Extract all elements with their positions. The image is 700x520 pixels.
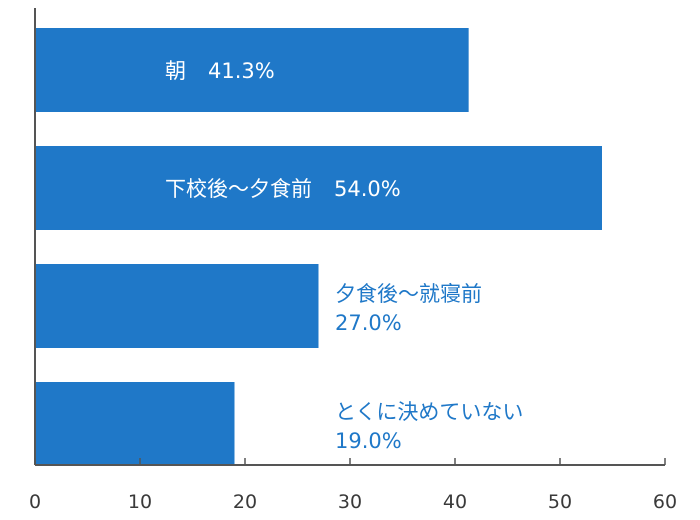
bar-labels-group: 朝 41.3% 下校後～夕食前 54.0% 夕食後～就寝前 27.0% とくに決めていない 1…: [165, 59, 523, 453]
bar-label-0: 朝 41.3%: [165, 59, 275, 83]
bar-label-1: 下校後～夕食前 54.0%: [165, 177, 401, 201]
bar-category-label-1: 下校後～夕食前: [165, 177, 312, 201]
bar-2: [35, 264, 319, 348]
bar-value-label-2: 27.0%: [335, 311, 402, 335]
x-tick-label-0: 0: [29, 491, 41, 513]
bar-3: [35, 382, 235, 466]
bar-category-label-2: 夕食後～就寝前: [335, 282, 482, 306]
x-tick-label-2: 20: [233, 491, 257, 513]
bar-value-label-0: 41.3%: [208, 59, 275, 83]
bar-value-label-3: 19.0%: [335, 429, 402, 453]
x-ticks-group: 0 10 20 30 40 50 60: [29, 458, 677, 513]
bar-value-label-1: 54.0%: [334, 177, 401, 201]
x-tick-label-1: 10: [128, 491, 152, 513]
bars-group: [35, 28, 602, 466]
bar-0: [35, 28, 469, 112]
bar-1: [35, 146, 602, 230]
bar-category-label-3: とくに決めていない: [335, 400, 523, 424]
x-tick-label-3: 30: [338, 491, 362, 513]
x-tick-label-4: 40: [443, 491, 467, 513]
x-tick-label-5: 50: [548, 491, 572, 513]
bar-category-label-0: 朝: [165, 59, 186, 83]
x-tick-label-6: 60: [653, 491, 677, 513]
